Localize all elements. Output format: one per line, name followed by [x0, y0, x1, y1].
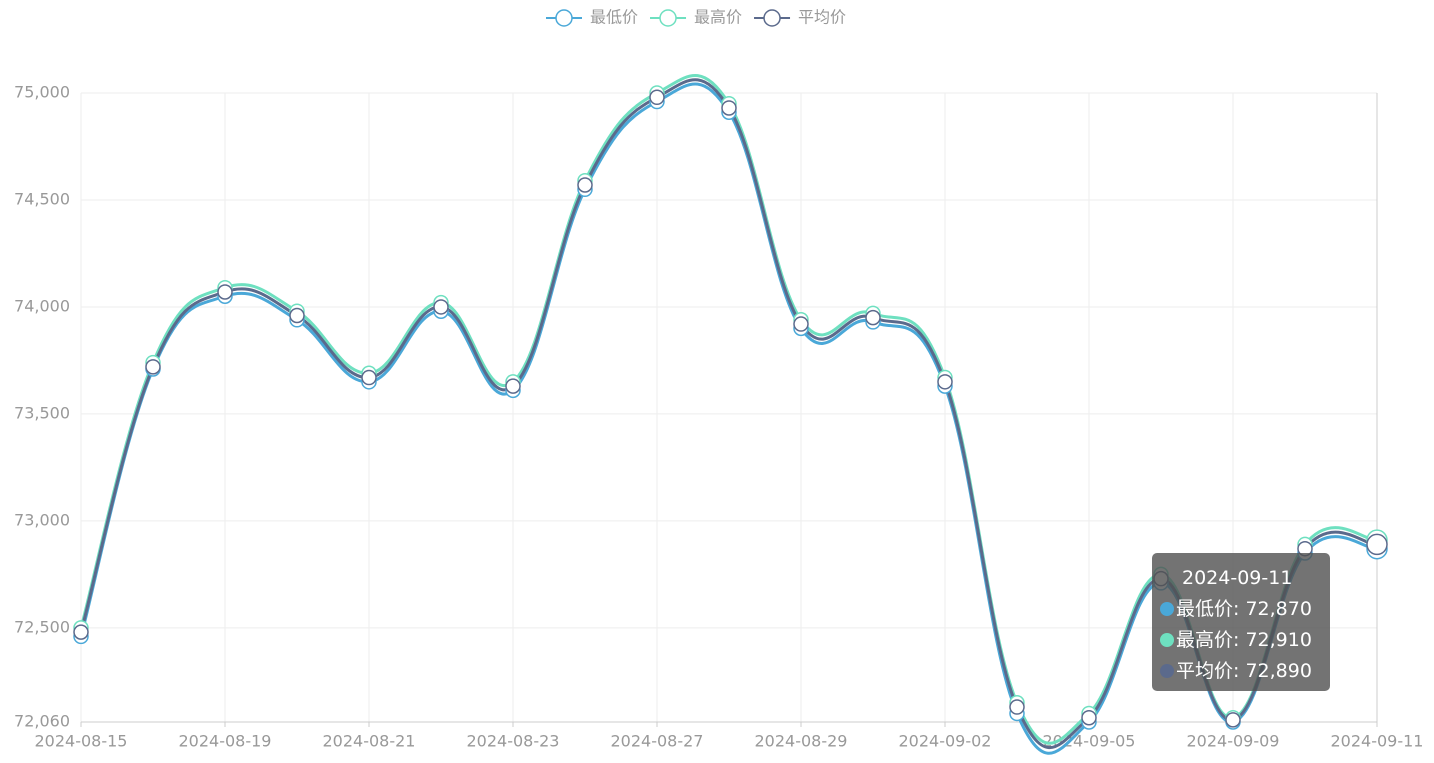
data-point: [1081, 709, 1097, 726]
tooltip-title: 2024-09-11: [1182, 567, 1293, 589]
data-point: [865, 309, 881, 326]
data-point: [505, 378, 521, 394]
data-point: [793, 316, 809, 332]
y-tick-label: 72,060: [14, 712, 70, 731]
tooltip-name: 最高价: [1176, 629, 1245, 651]
data-point: [721, 100, 737, 116]
legend-label: 最低价: [590, 8, 638, 27]
x-tick-label: 2024-09-11: [1331, 732, 1424, 751]
data-point: [289, 307, 305, 324]
x-tick-label: 2024-09-09: [1187, 732, 1280, 751]
legend-marker: [659, 9, 677, 27]
legend-label: 最高价: [694, 8, 742, 27]
x-tick-label: 2024-08-19: [179, 732, 272, 751]
tooltip-dot: [1160, 664, 1174, 678]
tooltip-value: 72,910: [1245, 629, 1312, 651]
y-tick-label: 75,000: [14, 83, 70, 102]
legend: 最低价 最高价 平均价: [546, 8, 846, 27]
legend-marker: [763, 9, 781, 27]
tooltip-name: 平均价: [1176, 660, 1245, 682]
data-point: [649, 89, 665, 106]
data-point: [73, 624, 89, 640]
tooltip-dot: [1160, 633, 1174, 647]
tooltip-dot: [1160, 602, 1174, 616]
x-tick-label: 2024-08-23: [467, 732, 560, 751]
tooltip-name: 最低价: [1176, 598, 1245, 620]
x-tick-label: 2024-08-29: [755, 732, 848, 751]
legend-marker: [555, 9, 573, 27]
tooltip: 2024-09-11最低价72,870最高价72,910平均价72,890: [1152, 553, 1330, 691]
y-tick-label: 72,500: [14, 617, 70, 636]
data-point: [1366, 533, 1388, 556]
tooltip-value: 72,870: [1245, 598, 1312, 620]
data-point: [361, 369, 377, 386]
tooltip-row: 平均价72,890: [1158, 656, 1330, 687]
tooltip-row: 最高价72,910: [1158, 625, 1330, 656]
data-point: [145, 359, 161, 375]
tooltip-value: 72,890: [1245, 660, 1312, 682]
y-tick-label: 73,500: [14, 403, 70, 422]
y-tick-label: 74,500: [14, 189, 70, 208]
data-point: [577, 177, 593, 193]
x-tick-label: 2024-08-21: [323, 732, 416, 751]
x-tick-label: 2024-08-27: [611, 732, 704, 751]
y-tick-label: 74,000: [14, 296, 70, 315]
data-point: [1225, 712, 1241, 728]
x-tick-label: 2024-09-02: [899, 732, 992, 751]
tooltip-row: 最低价72,870: [1158, 594, 1330, 625]
legend-label: 平均价: [798, 8, 846, 27]
y-tick-label: 73,000: [14, 510, 70, 529]
data-point: [937, 374, 953, 390]
data-point: [1009, 699, 1025, 715]
data-point: [433, 299, 449, 315]
x-tick-label: 2024-08-15: [35, 732, 128, 751]
data-point: [217, 284, 233, 300]
